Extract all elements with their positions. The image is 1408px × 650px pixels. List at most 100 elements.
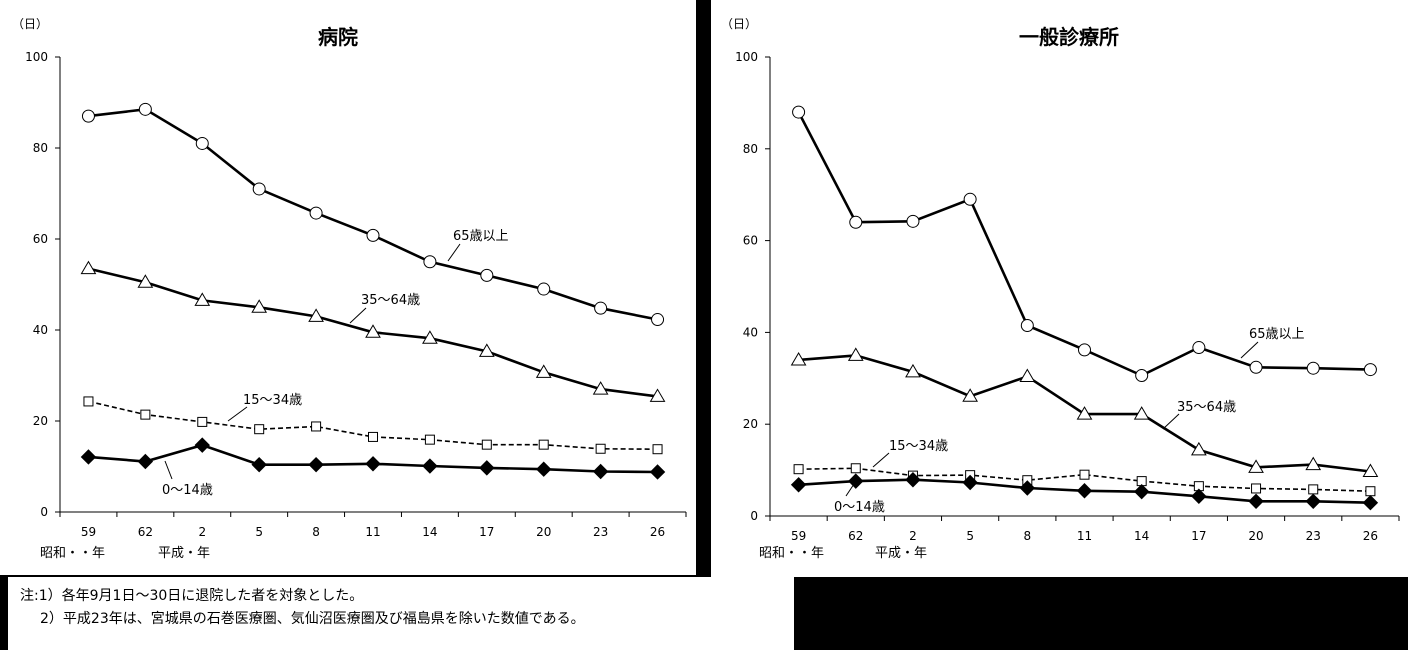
x-tick-label: 5 — [255, 525, 263, 539]
series-label: 65歳以上 — [1249, 327, 1305, 342]
series-label: 65歳以上 — [453, 229, 509, 244]
data-point-diamond — [479, 460, 495, 476]
data-point-circle — [1135, 369, 1149, 383]
y-tick-label: 60 — [743, 234, 758, 248]
data-point-triangle — [1133, 406, 1150, 420]
x-tick-label: 62 — [848, 529, 863, 543]
data-point-circle — [792, 105, 806, 119]
data-point-diamond — [1191, 488, 1207, 504]
data-point-square — [197, 416, 208, 427]
data-point-circle — [1249, 360, 1263, 374]
x-tick-label: 2 — [909, 529, 917, 543]
data-point-circle — [1306, 361, 1320, 375]
y-tick-label: 100 — [735, 50, 758, 64]
data-point-circle — [849, 215, 863, 229]
data-point-diamond — [1019, 480, 1036, 496]
y-tick-label: 20 — [743, 417, 758, 431]
data-point-diamond — [251, 456, 267, 473]
data-point-diamond — [80, 449, 97, 465]
x-tick-label: 17 — [1191, 529, 1206, 543]
data-point-circle — [423, 255, 437, 269]
data-point-square — [793, 464, 804, 475]
data-point-triangle — [592, 381, 609, 395]
y-tick-label: 40 — [743, 325, 758, 339]
y-tick-label: 80 — [743, 142, 758, 156]
data-point-square — [368, 431, 378, 442]
data-point-diamond — [422, 458, 438, 474]
series-label-leader — [447, 243, 461, 262]
series-label: 15～34歳 — [889, 439, 948, 454]
data-point-triangle — [1305, 456, 1322, 471]
data-point-diamond — [536, 461, 552, 477]
data-point-triangle — [1190, 441, 1207, 456]
y-tick-label: 60 — [33, 232, 48, 246]
data-point-diamond — [962, 474, 978, 491]
data-point-square — [1251, 483, 1262, 494]
data-point-circle — [252, 182, 266, 196]
data-point-circle — [594, 301, 608, 315]
data-point-circle — [1363, 363, 1377, 377]
data-point-square — [1079, 469, 1090, 480]
data-point-square — [311, 421, 322, 432]
x-tick-label: 11 — [365, 525, 380, 539]
data-point-square — [424, 434, 435, 445]
data-point-circle — [480, 268, 494, 282]
data-point-triangle — [649, 388, 666, 402]
data-point-diamond — [592, 463, 609, 480]
data-point-triangle — [308, 308, 324, 322]
x-tick-label: 20 — [1248, 529, 1263, 543]
data-point-diamond — [1248, 493, 1264, 510]
data-point-square — [652, 444, 663, 455]
data-point-diamond — [194, 437, 210, 453]
clinic-line-chart: 一般診療所 （日） 0 20 40 60 80 100 59 62 2 5 8 11 14 17 20 23 26 昭… — [721, 17, 1400, 561]
data-point-triangle — [194, 292, 211, 306]
series-label-leader — [349, 307, 367, 324]
chart-title: 病院 — [318, 25, 358, 49]
data-point-triangle — [251, 299, 268, 313]
y-tick-label: 40 — [33, 323, 48, 337]
data-point-circle — [1192, 341, 1206, 355]
data-point-circle — [906, 214, 920, 228]
data-point-diamond — [790, 477, 807, 493]
x-tick-label: 17 — [479, 525, 494, 539]
y-tick-label: 20 — [33, 414, 48, 428]
x-tick-label: 14 — [422, 525, 437, 539]
data-point-triangle — [422, 330, 438, 344]
data-point-diamond — [649, 464, 666, 480]
data-point-triangle — [1248, 459, 1264, 473]
y-tick-label: 0 — [40, 505, 48, 519]
x-tick-label: 20 — [536, 525, 551, 539]
data-point-diamond — [905, 472, 921, 488]
x-tick-label: 23 — [593, 525, 608, 539]
data-point-square — [595, 443, 606, 454]
data-point-circle — [138, 102, 152, 116]
data-point-triangle — [137, 274, 154, 288]
data-point-square — [1365, 486, 1376, 497]
series-label: 35～64歳 — [1177, 400, 1236, 415]
x-tick-label: 62 — [138, 525, 153, 539]
y-tick-label: 0 — [750, 509, 758, 523]
series-line — [88, 400, 658, 450]
footnote-1: 注:1）各年9月1日～30日に退院した者を対象とした。 — [20, 588, 364, 604]
series-label-leader — [845, 480, 857, 497]
data-point-square — [140, 409, 151, 420]
data-point-triangle — [535, 364, 552, 378]
x-tick-label: 5 — [966, 529, 974, 543]
data-point-square — [254, 424, 265, 435]
data-point-triangle — [1076, 406, 1093, 420]
series-label-leader — [164, 460, 173, 480]
series-label: 0～14歳 — [834, 500, 885, 515]
clinic-chart-panel: 一般診療所 （日） 0 20 40 60 80 100 59 62 2 5 8 11 14 17 20 23 26 昭… — [711, 0, 1408, 577]
data-point-square — [83, 396, 94, 407]
data-point-triangle — [790, 351, 807, 366]
era-label-heisei: 平成・年 — [875, 546, 927, 561]
data-point-triangle — [847, 347, 864, 361]
data-point-circle — [309, 206, 323, 220]
x-tick-label: 2 — [198, 525, 206, 539]
x-tick-label: 59 — [791, 529, 806, 543]
data-point-square — [850, 463, 861, 474]
hospital-chart-panel: 病院 （日） 0 20 40 60 80 100 59 62 2 5 8 11 14 17 20 23 26 昭和・・… — [0, 0, 696, 575]
data-point-triangle — [962, 388, 979, 402]
series-line — [88, 107, 658, 321]
data-point-triangle — [1019, 368, 1036, 382]
